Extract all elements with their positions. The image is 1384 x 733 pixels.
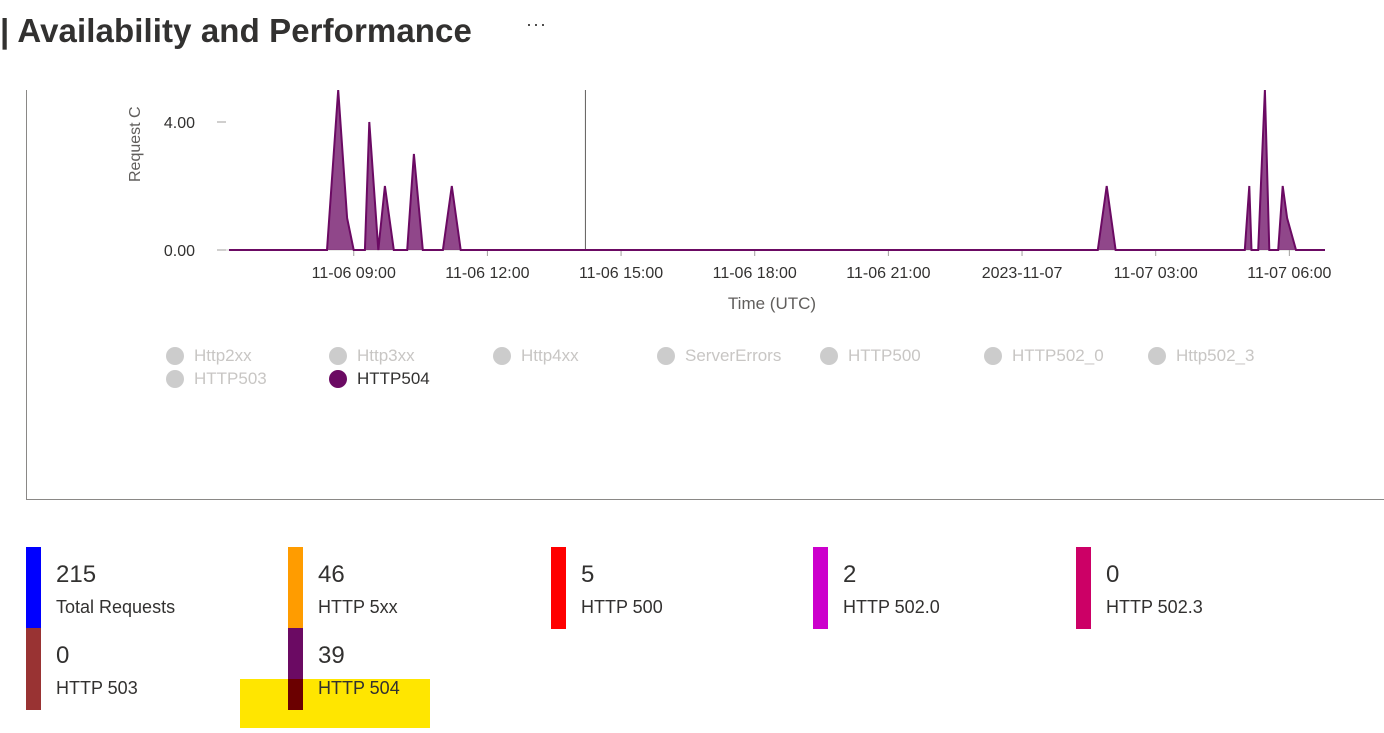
- legend-label: HTTP502_0: [1012, 346, 1104, 365]
- legend-dot-icon: [166, 370, 184, 388]
- legend-item-http503[interactable]: HTTP503: [166, 369, 267, 389]
- metric-tile-http-503[interactable]: 0 HTTP 503: [26, 628, 266, 710]
- legend-dot-icon: [984, 347, 1002, 365]
- tile-color-bar: [288, 547, 303, 629]
- metric-tile-http-502-3[interactable]: 0 HTTP 502.3: [1076, 547, 1316, 629]
- legend-label: HTTP504: [357, 369, 430, 388]
- tile-value: 39: [318, 642, 345, 669]
- legend-dot-icon: [1148, 347, 1166, 365]
- metric-tile-total-requests[interactable]: 215 Total Requests: [26, 547, 266, 629]
- legend-label: Http502_3: [1176, 346, 1255, 365]
- legend-item-http502-0[interactable]: HTTP502_0: [984, 346, 1104, 366]
- legend-item-http500[interactable]: HTTP500: [820, 346, 921, 366]
- area-chart[interactable]: Request C 4.00 0.00 11-06 09:00 11-06 12:00 1…: [27, 90, 1384, 499]
- legend-label: Http2xx: [194, 346, 252, 365]
- legend-item-servererrors[interactable]: ServerErrors: [657, 346, 781, 366]
- x-tick-label: 2023-11-07: [982, 265, 1063, 282]
- page-title: | Availability and Performance: [0, 12, 472, 49]
- legend-dot-icon: [493, 347, 511, 365]
- y-tick-label: 4.00: [164, 115, 195, 132]
- x-tick-label: 11-06 15:00: [579, 265, 663, 282]
- legend-dot-icon: [329, 347, 347, 365]
- legend-item-http3xx[interactable]: Http3xx: [329, 346, 415, 366]
- x-tick-label: 11-06 12:00: [445, 265, 529, 282]
- x-tick-label: 11-06 21:00: [846, 265, 930, 282]
- tile-value: 0: [1106, 561, 1120, 588]
- tile-label: HTTP 503: [56, 678, 138, 698]
- legend-label: HTTP503: [194, 369, 267, 388]
- x-tick-label: 11-06 09:00: [312, 265, 396, 282]
- tile-color-bar: [26, 628, 41, 710]
- legend-item-http502-3[interactable]: Http502_3: [1148, 346, 1254, 366]
- tile-color-bar: [551, 547, 566, 629]
- chart-panel: Request C 4.00 0.00 11-06 09:00 11-06 12:00 1…: [26, 90, 1384, 500]
- tile-color-bar: [26, 547, 41, 629]
- legend-label: ServerErrors: [685, 346, 782, 365]
- series-line-http504: [229, 90, 1325, 251]
- legend-dot-icon: [166, 347, 184, 365]
- legend-label: HTTP500: [848, 346, 921, 365]
- tile-label: HTTP 5xx: [318, 597, 398, 617]
- x-tick-label: 11-07 03:00: [1114, 265, 1198, 282]
- legend-item-http504[interactable]: HTTP504: [329, 369, 430, 389]
- more-options-button[interactable]: ···: [526, 14, 547, 34]
- highlight-annotation: [240, 679, 430, 728]
- metric-tile-http-504[interactable]: 39 HTTP 504: [288, 628, 528, 710]
- tile-label: Total Requests: [56, 597, 176, 617]
- legend-item-http2xx[interactable]: Http2xx: [166, 346, 252, 366]
- tile-color-bar: [813, 547, 828, 629]
- metric-tile-http-500[interactable]: 5 HTTP 500: [551, 547, 791, 629]
- tile-value: 0: [56, 642, 70, 669]
- y-axis-title: Request C: [127, 106, 144, 182]
- tile-color-bar: [288, 628, 303, 710]
- series-area-http504: [229, 90, 1325, 250]
- page-header: | Availability and Performance: [0, 8, 472, 54]
- tile-label: HTTP 502.0: [843, 597, 940, 617]
- metric-tile-http-502-0[interactable]: 2 HTTP 502.0: [813, 547, 1053, 629]
- tile-label: HTTP 504: [318, 678, 400, 698]
- legend-dot-icon: [329, 370, 347, 388]
- tile-label: HTTP 500: [581, 597, 663, 617]
- x-axis-title: Time (UTC): [728, 294, 816, 313]
- tile-label: HTTP 502.3: [1106, 597, 1203, 617]
- legend-dot-icon: [657, 347, 675, 365]
- tile-value: 2: [843, 561, 857, 588]
- x-tick-label: 11-07 06:00: [1247, 265, 1331, 282]
- legend-item-http4xx[interactable]: Http4xx: [493, 346, 579, 366]
- legend-label: Http3xx: [357, 346, 415, 365]
- metric-tile-http-5xx[interactable]: 46 HTTP 5xx: [288, 547, 528, 629]
- x-tick-label: 11-06 18:00: [713, 265, 797, 282]
- tile-value: 5: [581, 561, 595, 588]
- tile-color-bar: [1076, 547, 1091, 629]
- legend-dot-icon: [820, 347, 838, 365]
- y-tick-label: 0.00: [164, 243, 195, 260]
- tile-value: 46: [318, 561, 345, 588]
- legend-label: Http4xx: [521, 346, 579, 365]
- tile-value: 215: [56, 561, 97, 588]
